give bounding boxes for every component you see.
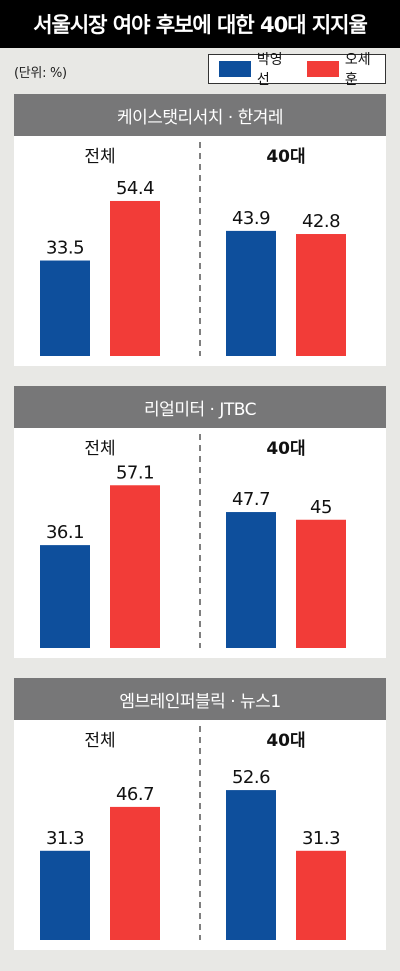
- bar-oh: [296, 234, 346, 356]
- bar-park: [40, 545, 90, 648]
- panel-chart: 전체 33.5 54.4 40대 43.9 42.8: [40, 142, 346, 356]
- bar-oh: [110, 806, 160, 940]
- value-label: 42.8: [302, 211, 340, 232]
- value-label: 33.5: [46, 238, 84, 259]
- legend: 박영선 오세훈: [208, 52, 386, 88]
- bar-oh: [296, 519, 346, 648]
- chart-title: 서울시장 여야 후보에 대한 40대 지지율: [0, 0, 400, 48]
- bar-oh: [296, 850, 346, 940]
- panel-title: 엠브레인퍼블릭 · 뉴스1: [14, 678, 386, 720]
- value-label: 46.7: [116, 784, 154, 805]
- bar-oh: [110, 485, 160, 648]
- panel-kstat-hankyoreh: 케이스탯리서치 · 한겨레 전체 33.5 54.4 40대 43.9 42.8: [14, 94, 386, 366]
- unit-label: (단위: %): [14, 66, 67, 81]
- bar-park: [226, 230, 276, 356]
- category-label: 전체: [84, 439, 115, 459]
- category-label: 전체: [84, 731, 115, 751]
- category-label: 40대: [266, 731, 305, 751]
- category-label: 전체: [84, 147, 115, 167]
- category-label: 40대: [266, 439, 305, 459]
- bar-park: [226, 512, 276, 648]
- blue-swatch: [219, 61, 251, 77]
- value-label: 54.4: [116, 178, 154, 199]
- red-swatch: [307, 61, 339, 77]
- panel-realmeter-jtbc: 리얼미터 · JTBC 전체 36.1 57.1 40대 47.7 45: [14, 386, 386, 658]
- category-label: 40대: [266, 147, 305, 167]
- value-label: 57.1: [116, 462, 154, 483]
- panel-chart: 전체 31.3 46.7 40대 52.6 31.3: [40, 726, 346, 940]
- bar-park: [226, 790, 276, 940]
- legend-label-oh: 오세훈: [344, 52, 371, 88]
- value-label: 52.6: [232, 767, 270, 788]
- value-label: 31.3: [46, 828, 84, 849]
- value-label: 31.3: [302, 828, 340, 849]
- panel-title: 케이스탯리서치 · 한겨레: [14, 94, 386, 136]
- bar-oh: [110, 200, 160, 356]
- panel-title: 리얼미터 · JTBC: [14, 386, 386, 428]
- bar-park: [40, 260, 90, 356]
- value-label: 47.7: [232, 489, 270, 510]
- bar-park: [40, 850, 90, 940]
- value-label: 43.9: [232, 208, 270, 229]
- value-label: 36.1: [46, 522, 84, 543]
- legend-label-park: 박영선: [256, 52, 283, 88]
- legend-item-park: 박영선: [219, 49, 293, 89]
- panel-embrain-news1: 엠브레인퍼블릭 · 뉴스1 전체 31.3 46.7 40대 52.6 31.3: [14, 678, 386, 950]
- legend-item-oh: 오세훈: [307, 49, 381, 89]
- panel-chart: 전체 36.1 57.1 40대 47.7 45: [40, 434, 346, 648]
- value-label: 45: [310, 497, 332, 518]
